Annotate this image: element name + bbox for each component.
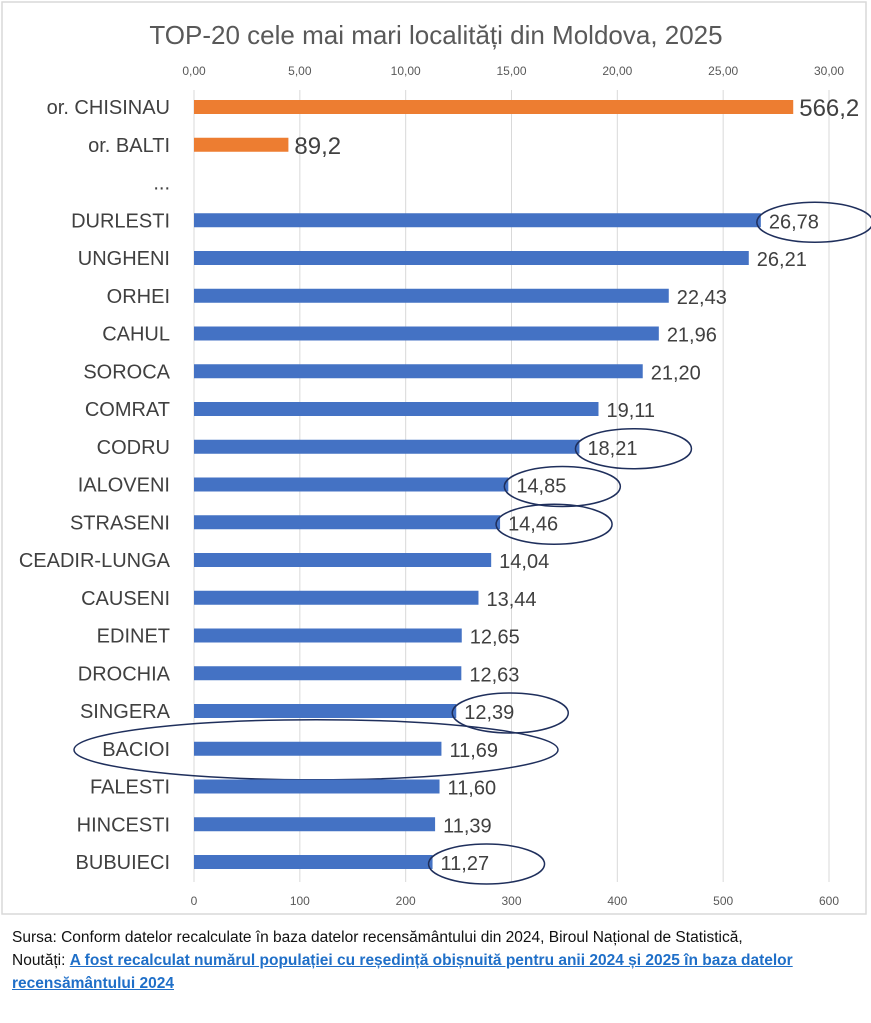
data-label: 11,69 [449,740,498,762]
data-label: 18,21 [587,438,637,460]
data-label: 21,96 [667,325,717,347]
data-label: 19,11 [606,400,655,422]
bar [194,515,501,530]
category-label: CEADIR-LUNGA [19,550,171,572]
data-label: 22,43 [677,287,727,309]
bar [194,741,442,756]
highlight-ellipse [574,428,693,470]
category-label: IALOVENI [78,475,170,497]
data-label: 21,20 [651,362,701,384]
source-note: Sursa: Conform datelor recalculate în ba… [12,926,862,995]
top-axis-tick: 30,00 [814,64,844,78]
category-label: CAUSENI [81,588,170,610]
category-label: ORHEI [107,286,170,308]
top-axis-tick: 5,00 [288,64,312,78]
data-label: 14,04 [499,551,549,573]
data-label: 11,39 [443,815,492,837]
chart-frame [1,1,867,915]
highlight-ellipse [451,692,570,734]
bottom-axis-tick: 600 [819,894,839,908]
data-label: 11,27 [441,853,490,875]
bar [194,364,643,379]
bottom-axis-tick: 0 [191,894,198,908]
bar [194,439,580,454]
category-label: or. BALTI [88,135,170,157]
category-label: ... [153,173,170,195]
highlight-ellipse [427,843,546,885]
top-axis-tick: 25,00 [708,64,738,78]
category-label: STRASENI [70,512,170,534]
bottom-axis-tick: 500 [713,894,733,908]
data-label: 26,78 [769,211,819,233]
top-axis-tick: 0,00 [182,64,206,78]
top-axis-tick: 10,00 [391,64,421,78]
bar [194,628,462,643]
data-label: 11,60 [448,778,497,800]
category-label: FALESTI [90,777,170,799]
bar [194,477,509,492]
data-label: 12,65 [470,627,520,649]
data-label: 13,44 [486,589,536,611]
category-label: CODRU [97,437,170,459]
source-prefix: Noutăți: [12,952,70,969]
data-label: 12,63 [469,664,519,686]
bar [194,817,436,832]
category-label: COMRAT [85,399,170,421]
bar [194,251,749,265]
bar [194,213,761,228]
category-label: UNGHENI [78,248,170,270]
category-label: SINGERA [80,701,171,723]
category-label: EDINET [97,626,170,648]
bar [194,100,794,114]
top-axis-tick: 15,00 [496,64,526,78]
category-label: HINCESTI [77,814,170,836]
source-text: Sursa: Conform datelor recalculate în ba… [12,929,743,946]
bar [194,402,599,416]
category-label: BACIOI [102,739,170,761]
bar [194,855,433,869]
bar [194,288,669,303]
bar [194,326,659,341]
bar [194,704,457,718]
data-label: 12,39 [464,702,514,724]
data-label: 26,21 [757,249,807,271]
category-label: BUBUIECI [76,852,170,874]
bar [194,590,479,605]
highlight-ellipse [503,465,622,508]
bar [194,779,440,794]
bottom-axis-tick: 100 [290,894,310,908]
data-label: 89,2 [294,133,341,160]
top-axis-tick: 20,00 [602,64,632,78]
category-label: DROCHIA [78,663,171,685]
bar [194,137,289,152]
bar [194,666,462,681]
highlight-ellipse [756,201,871,243]
bottom-axis-tick: 400 [607,894,627,908]
category-label: SOROCA [83,361,170,383]
data-label: 566,2 [799,95,859,122]
category-label: CAHUL [102,324,170,346]
category-label: DURLESTI [71,210,170,232]
data-label: 14,46 [508,513,558,535]
data-label: 14,85 [516,476,566,498]
chart-title: TOP-20 cele mai mari localități din Mold… [149,20,722,50]
bottom-axis-tick: 200 [396,894,416,908]
source-link[interactable]: A fost recalculat numărul populației cu … [12,952,793,992]
bar [194,553,492,567]
bottom-axis-tick: 300 [501,894,521,908]
bar-chart: TOP-20 cele mai mari localități din Mold… [1,1,871,915]
category-label: or. CHISINAU [47,97,170,119]
highlight-ellipse [495,503,613,545]
